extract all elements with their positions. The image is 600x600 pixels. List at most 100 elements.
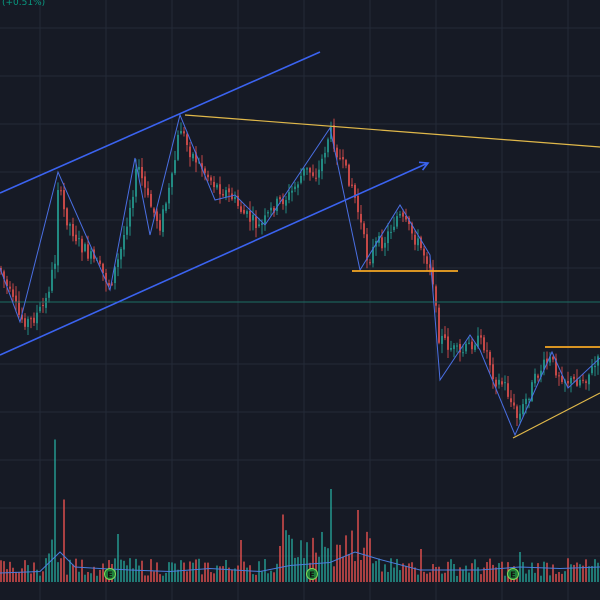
candle-body: [246, 211, 248, 214]
candle-body: [261, 223, 263, 225]
volume-bar: [489, 558, 491, 582]
volume-bar: [87, 572, 89, 582]
volume-bar: [27, 565, 29, 582]
volume-bar: [33, 562, 35, 582]
volume-bar: [438, 566, 440, 582]
volume-bar: [432, 564, 434, 582]
candle-body: [456, 345, 458, 347]
candle-body: [189, 146, 191, 158]
volume-bar: [546, 562, 548, 582]
candle-body: [150, 193, 152, 207]
candle-body: [204, 168, 206, 173]
volume-bar: [366, 531, 368, 582]
candle-body: [153, 208, 155, 213]
volume-bar: [147, 575, 149, 582]
candle-body: [402, 212, 404, 217]
volume-bar: [144, 575, 146, 582]
candle-body: [372, 246, 374, 264]
candle-body: [285, 200, 287, 206]
volume-bar: [390, 558, 392, 582]
volume-bar: [504, 575, 506, 582]
volume-bar: [342, 556, 344, 582]
volume-bar: [501, 561, 503, 582]
candle-body: [219, 184, 221, 195]
candle-body: [39, 306, 41, 312]
candle-body: [3, 271, 5, 280]
candle-body: [276, 198, 278, 212]
volume-bar: [213, 573, 215, 582]
volume-bar: [564, 571, 566, 582]
volume-bar: [393, 567, 395, 582]
volume-bar: [201, 574, 203, 582]
volume-bar: [324, 546, 326, 582]
candle-body: [417, 238, 419, 246]
candle-body: [477, 335, 479, 348]
candle-body: [309, 168, 311, 173]
candle-body: [294, 186, 296, 190]
volume-bar: [456, 575, 458, 582]
candle-body: [156, 211, 158, 221]
volume-bar: [447, 561, 449, 582]
candle-body: [210, 177, 212, 181]
candle-body: [297, 184, 299, 188]
volume-bar: [39, 575, 41, 582]
candle-body: [441, 335, 443, 344]
candle-body: [543, 359, 545, 370]
volume-bar: [69, 559, 71, 582]
candle-body: [462, 352, 464, 354]
volume-bar: [351, 530, 353, 582]
volume-bar: [165, 572, 167, 582]
candle-body: [558, 375, 560, 377]
candle-body: [567, 380, 569, 384]
candle-body: [591, 366, 593, 374]
volume-bar: [570, 564, 572, 582]
volume-bar: [423, 571, 425, 582]
volume-bar: [84, 574, 86, 582]
event-marker-label: E: [309, 571, 314, 580]
volume-bar: [120, 559, 122, 582]
candle-body: [183, 131, 185, 134]
candle-body: [18, 300, 20, 315]
candle-body: [288, 192, 290, 200]
volume-bar: [459, 567, 461, 582]
event-marker-label: E: [510, 571, 515, 580]
candle-body: [270, 207, 272, 211]
price-change-label: (+0.51%): [2, 0, 46, 8]
candle-body: [72, 224, 74, 237]
candle-body: [414, 234, 416, 245]
candle-body: [222, 194, 224, 196]
candle-body: [225, 190, 227, 197]
volume-bar: [81, 559, 83, 582]
candle-body: [423, 248, 425, 256]
drawing-overlays[interactable]: [0, 51, 600, 439]
volume-bar: [402, 563, 404, 582]
volume-bar: [282, 514, 284, 582]
volume-bar: [405, 565, 407, 582]
volume-bar: [195, 559, 197, 582]
volume-pane: [0, 439, 600, 582]
volume-bar: [381, 571, 383, 582]
candle-body: [420, 237, 422, 249]
volume-bar: [417, 574, 419, 582]
candle-body: [102, 263, 104, 274]
candle-body: [549, 356, 551, 363]
volume-bar: [225, 559, 227, 582]
volume-bar: [72, 564, 74, 582]
candle-body: [234, 196, 236, 200]
volume-bar: [174, 563, 176, 582]
candle-body: [213, 181, 215, 188]
volume-bar: [450, 559, 452, 582]
volume-bar: [594, 559, 596, 582]
candle-body: [84, 244, 86, 252]
candle-body: [318, 169, 320, 178]
volume-bar: [552, 564, 554, 582]
candle-body: [300, 176, 302, 183]
volume-bar: [396, 558, 398, 582]
candle-body: [468, 342, 470, 344]
candle-body: [117, 259, 119, 268]
candle-body: [492, 364, 494, 380]
candle-body: [273, 207, 275, 213]
